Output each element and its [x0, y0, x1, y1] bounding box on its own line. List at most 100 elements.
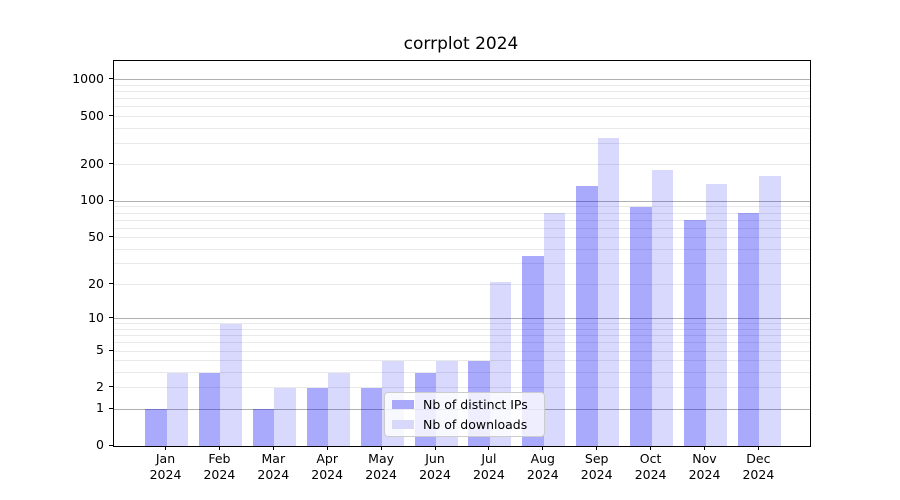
bar-jan-distinct-ips — [145, 409, 167, 446]
bar-apr-distinct-ips — [306, 387, 329, 446]
x-tick-label: Jun 2024 — [419, 451, 451, 482]
x-tick-label: Oct 2024 — [634, 451, 667, 482]
y-tick-mark — [109, 407, 113, 409]
minor-gridline — [114, 237, 810, 239]
legend: Nb of distinct IPs Nb of downloads — [384, 392, 545, 437]
minor-gridline — [114, 84, 810, 86]
minor-gridline — [114, 116, 810, 118]
y-tick-mark — [109, 163, 113, 165]
y-tick-mark — [109, 349, 113, 351]
y-tick-mark — [109, 317, 113, 319]
y-tick-label: 1 — [96, 400, 104, 416]
x-tick-mark — [488, 446, 490, 450]
chart-title: corrplot 2024 — [403, 34, 519, 54]
x-tick-mark — [218, 446, 220, 450]
major-gridline — [114, 200, 810, 202]
x-tick-label: Mar 2024 — [257, 451, 290, 482]
legend-label-downloads: Nb of downloads — [423, 417, 528, 432]
y-tick-mark — [109, 199, 113, 201]
minor-gridline — [114, 143, 810, 145]
x-tick-label: Sep 2024 — [580, 451, 613, 482]
major-gridline — [114, 318, 810, 320]
minor-gridline — [114, 335, 810, 337]
y-tick-label: 100 — [80, 192, 104, 208]
minor-gridline — [114, 106, 810, 108]
minor-gridline — [114, 350, 810, 352]
bar-nov-distinct-ips — [684, 220, 706, 446]
bar-feb-distinct-ips — [198, 372, 221, 446]
minor-gridline — [114, 206, 810, 208]
legend-swatch-downloads — [392, 420, 414, 429]
legend-label-distinct-ips: Nb of distinct IPs — [423, 397, 528, 412]
x-tick-mark — [542, 446, 544, 450]
y-tick-mark — [109, 115, 113, 117]
bar-dec-distinct-ips — [737, 213, 760, 446]
x-tick-mark — [326, 446, 328, 450]
minor-gridline — [114, 91, 810, 93]
bar-oct-distinct-ips — [630, 206, 652, 446]
y-tick-mark — [109, 283, 113, 285]
y-tick-mark — [109, 444, 113, 446]
y-tick-label: 0 — [96, 437, 104, 452]
y-tick-label: 10 — [88, 309, 104, 325]
x-tick-mark — [650, 446, 652, 450]
x-tick-mark — [596, 446, 598, 450]
x-tick-mark — [757, 446, 759, 450]
bar-feb-downloads — [220, 323, 242, 446]
bar-nov-downloads — [705, 183, 727, 446]
minor-gridline — [114, 263, 810, 265]
x-tick-label: Jan 2024 — [149, 451, 182, 482]
bar-aug-downloads — [543, 213, 566, 446]
y-tick-mark — [109, 386, 113, 388]
y-tick-label: 200 — [80, 155, 104, 171]
bar-oct-downloads — [651, 170, 674, 446]
y-tick-label: 500 — [80, 107, 104, 123]
x-tick-mark — [704, 446, 705, 450]
minor-gridline — [114, 227, 810, 229]
minor-gridline — [114, 212, 810, 214]
x-tick-label: Dec 2024 — [742, 451, 775, 482]
minor-gridline — [114, 342, 810, 344]
y-tick-label: 20 — [88, 275, 104, 291]
x-tick-label: Apr 2024 — [311, 451, 344, 482]
bar-mar-downloads — [274, 387, 296, 446]
y-tick-label: 5 — [96, 342, 104, 358]
major-gridline — [114, 79, 810, 81]
minor-gridline — [114, 323, 810, 325]
x-tick-mark — [434, 446, 436, 450]
x-tick-mark — [165, 446, 166, 450]
minor-gridline — [114, 164, 810, 166]
legend-entry-downloads: Nb of downloads — [392, 415, 544, 435]
minor-gridline — [114, 248, 810, 250]
x-tick-label: Nov 2024 — [688, 451, 721, 482]
y-tick-mark — [109, 78, 113, 80]
bar-dec-downloads — [759, 175, 781, 446]
y-tick-label: 1000 — [72, 70, 104, 86]
x-tick-mark — [272, 446, 274, 450]
minor-gridline — [114, 127, 810, 129]
bar-mar-distinct-ips — [252, 409, 275, 446]
legend-entry-distinct-ips: Nb of distinct IPs — [392, 395, 544, 415]
minor-gridline — [114, 372, 810, 374]
bar-apr-downloads — [328, 372, 350, 446]
minor-gridline — [114, 329, 810, 331]
x-tick-label: Aug 2024 — [526, 451, 559, 482]
y-tick-label: 50 — [88, 228, 104, 244]
x-tick-label: May 2024 — [365, 451, 397, 482]
x-tick-label: Feb 2024 — [203, 451, 236, 482]
x-tick-label: Jul 2024 — [472, 451, 505, 482]
x-tick-mark — [380, 446, 382, 450]
plot-area — [113, 60, 811, 447]
minor-gridline — [114, 387, 810, 389]
bar-jan-downloads — [166, 372, 188, 446]
minor-gridline — [114, 360, 810, 362]
bar-sep-distinct-ips — [576, 185, 598, 446]
bar-sep-downloads — [597, 137, 620, 446]
legend-swatch-distinct-ips — [392, 400, 414, 409]
minor-gridline — [114, 284, 810, 286]
y-tick-mark — [109, 236, 113, 238]
bar-may-distinct-ips — [360, 387, 383, 446]
minor-gridline — [114, 219, 810, 221]
minor-gridline — [114, 98, 810, 100]
